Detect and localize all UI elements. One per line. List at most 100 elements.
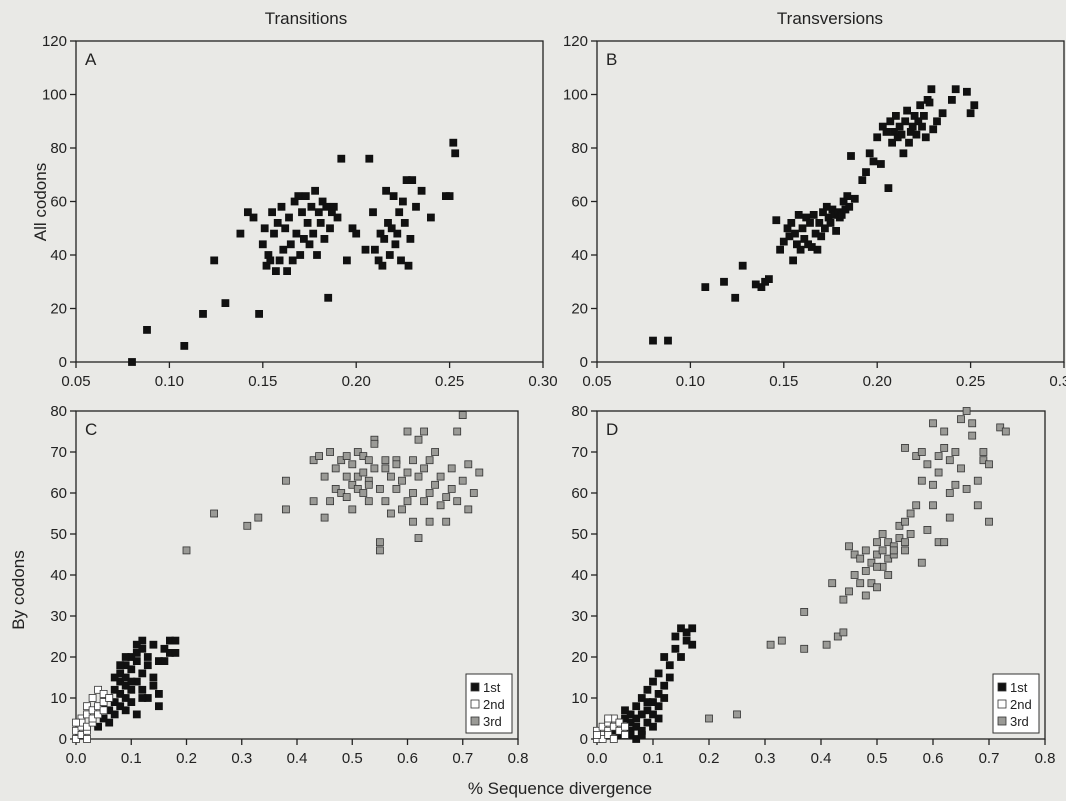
point-c-1st — [121, 673, 130, 682]
point-d-3rd — [912, 501, 921, 510]
point-b-series-0 — [858, 176, 867, 185]
point-c-3rd — [386, 509, 395, 518]
point-c-1st — [132, 657, 141, 665]
point-c-3rd — [353, 448, 362, 456]
point-a-series-0 — [337, 154, 346, 163]
point-b-series-0 — [791, 229, 799, 238]
x-tick-label-a: 0.30 — [528, 373, 557, 390]
y-tick-label-c: 0 — [59, 731, 67, 748]
point-c-3rd — [458, 411, 467, 420]
point-d-3rd — [861, 567, 870, 575]
point-b-series-0 — [869, 157, 878, 166]
panel-a: 0.05 0.10 0.15 0.20 0.25 0.30 0 20 40 60 80 100 120 A — [42, 33, 558, 390]
y-tick-label-c: 30 — [50, 608, 67, 625]
point-d-3rd — [940, 427, 949, 436]
point-a-series-0 — [408, 176, 417, 185]
point-b-series-0 — [927, 85, 936, 94]
point-d-3rd — [777, 636, 786, 645]
x-tick-label-c: 0.2 — [176, 750, 197, 767]
point-d-1st — [649, 722, 657, 731]
panel-label-c: C — [85, 420, 97, 439]
point-d-3rd — [884, 538, 893, 547]
point-d-3rd — [934, 468, 943, 477]
point-b-series-0 — [731, 293, 740, 302]
point-d-3rd — [733, 710, 741, 719]
point-b-series-0 — [765, 275, 773, 284]
point-d-3rd — [845, 542, 853, 551]
point-c-3rd — [442, 517, 451, 526]
point-d-1st — [654, 669, 663, 678]
point-a-series-0 — [322, 202, 331, 211]
point-d-3rd — [861, 591, 870, 600]
point-b-series-0 — [920, 112, 928, 120]
point-c-3rd — [359, 452, 368, 461]
point-a-series-0 — [342, 256, 351, 265]
point-c-1st — [132, 710, 141, 719]
x-tick-label-a: 0.20 — [342, 373, 371, 390]
point-b-series-0 — [892, 112, 900, 120]
point-c-3rd — [370, 439, 379, 448]
point-d-1st — [665, 673, 674, 682]
point-a-series-0 — [296, 251, 305, 259]
point-c-1st — [116, 677, 125, 686]
point-b-series-0 — [815, 218, 824, 227]
point-d-1st — [626, 718, 635, 727]
point-c-2nd — [105, 694, 114, 702]
point-b-series-0 — [908, 122, 917, 131]
point-d-3rd — [901, 517, 909, 526]
point-c-3rd — [453, 497, 462, 506]
point-d-1st — [677, 624, 685, 633]
point-c-3rd — [442, 493, 451, 502]
point-a-series-0 — [249, 213, 258, 222]
point-d-2nd — [598, 735, 607, 743]
y-tick-label-d: 20 — [571, 649, 588, 666]
point-d-3rd — [951, 448, 960, 456]
plot-frame-d — [596, 410, 1046, 740]
point-a-series-0 — [143, 325, 151, 334]
y-tick-label-c: 80 — [50, 403, 67, 420]
point-b-series-0 — [886, 117, 895, 126]
x-tick-label-d: 0.6 — [923, 750, 944, 767]
point-c-2nd — [94, 685, 102, 694]
point-c-3rd — [315, 452, 324, 461]
legend-label-c-1st: 1st — [483, 680, 501, 695]
row-label-all-codons: All codons — [31, 163, 50, 241]
point-b-series-0 — [862, 168, 870, 177]
point-d-1st — [621, 714, 629, 723]
x-tick-label-a: 0.15 — [248, 373, 277, 390]
point-d-3rd — [945, 513, 954, 522]
y-tick-label-a: 0 — [59, 354, 67, 371]
y-tick-label-b: 20 — [571, 301, 588, 318]
point-c-1st — [138, 694, 147, 702]
point-c-3rd — [458, 476, 467, 485]
point-d-3rd — [873, 550, 881, 559]
point-d-3rd — [923, 526, 932, 534]
point-d-1st — [682, 636, 691, 645]
point-a-series-0 — [400, 218, 409, 227]
point-d-3rd — [895, 521, 904, 530]
x-tick-label-b: 0.15 — [769, 373, 798, 390]
point-c-1st — [121, 706, 130, 715]
point-c-3rd — [392, 484, 401, 493]
point-c-2nd — [83, 702, 91, 711]
x-tick-label-c: 0.7 — [452, 750, 473, 767]
point-a-series-0 — [236, 229, 245, 238]
y-tick-label-b: 60 — [571, 194, 588, 211]
point-b-series-0 — [850, 194, 859, 203]
point-c-2nd — [99, 706, 108, 715]
point-d-1st — [637, 694, 646, 702]
x-tick-label-a: 0.25 — [435, 373, 464, 390]
point-d-3rd — [861, 546, 870, 555]
x-tick-label-c: 0.6 — [397, 750, 418, 767]
x-tick-label-d: 0.4 — [811, 750, 832, 767]
point-d-3rd — [878, 530, 887, 538]
point-c-1st — [121, 653, 130, 661]
point-a-series-0 — [398, 197, 407, 206]
y-tick-label-d: 60 — [571, 485, 588, 502]
point-c-1st — [116, 661, 125, 670]
point-b-series-0 — [821, 224, 829, 233]
point-c-3rd — [353, 472, 362, 481]
point-a-series-0 — [361, 245, 370, 254]
point-b-series-0 — [649, 336, 657, 345]
point-d-3rd — [856, 554, 865, 563]
